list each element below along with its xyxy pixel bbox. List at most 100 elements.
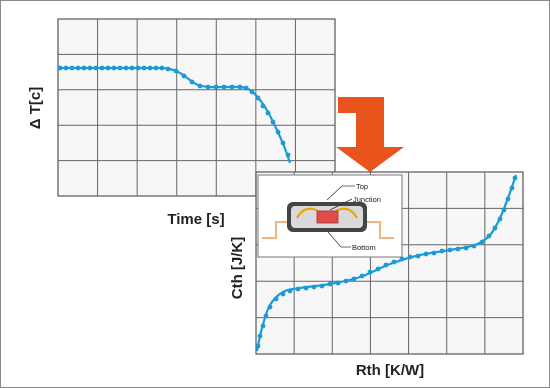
- top-data-point: [165, 66, 171, 72]
- top-data-point: [173, 68, 179, 74]
- bottom-data-point: [287, 288, 293, 294]
- bottom-data-point: [273, 296, 279, 302]
- bottom-data-point: [383, 262, 389, 268]
- top-data-point: [237, 84, 243, 90]
- bottom-data-point: [351, 276, 357, 282]
- top-data-point: [229, 84, 235, 90]
- bottom-chart-x-label: Rth [K/W]: [356, 362, 424, 379]
- bottom-data-point: [415, 253, 421, 259]
- top-data-point: [265, 110, 271, 116]
- bottom-data-point: [423, 251, 429, 257]
- bottom-data-point: [255, 343, 261, 349]
- top-data-point: [147, 65, 153, 71]
- bond-wire-right: [335, 207, 358, 219]
- pcb-trace-right: [363, 221, 394, 239]
- bottom-data-point: [263, 313, 269, 319]
- top-chart-x-label: Time [s]: [167, 211, 224, 228]
- bottom-data-point: [260, 323, 266, 329]
- top-data-point: [75, 65, 81, 71]
- chip-cross-section-inset: Top Junction Bottom: [257, 174, 403, 258]
- bottom-data-point: [509, 185, 515, 191]
- top-data-point: [213, 84, 219, 90]
- top-chart-grid: [58, 19, 335, 196]
- bottom-data-point: [319, 283, 325, 289]
- top-data-point: [280, 140, 286, 146]
- bottom-data-point: [512, 175, 518, 181]
- bottom-data-point: [267, 304, 273, 310]
- bottom-data-point: [431, 250, 437, 256]
- bottom-data-point: [327, 281, 333, 287]
- down-arrow-icon: [336, 97, 404, 172]
- junction-die: [316, 210, 339, 224]
- pcb-trace-left: [262, 221, 292, 239]
- top-data-point: [260, 103, 266, 109]
- top-data-point: [159, 65, 165, 71]
- inset-label-bottom: Bottom: [352, 243, 376, 252]
- bottom-data-point: [455, 246, 461, 252]
- top-data-point: [189, 79, 195, 85]
- top-data-point: [205, 84, 211, 90]
- inset-label-junction: Junction: [353, 195, 381, 204]
- temperature-decay-points: [57, 65, 291, 158]
- top-data-point: [221, 84, 227, 90]
- bottom-data-point: [497, 216, 503, 222]
- top-data-point: [249, 89, 255, 95]
- top-leader-line: [326, 185, 343, 201]
- top-data-point: [117, 65, 123, 71]
- bottom-data-point: [335, 280, 341, 286]
- top-data-point: [111, 65, 117, 71]
- top-data-point: [181, 73, 187, 79]
- top-data-point: [243, 85, 249, 91]
- bottom-data-point: [471, 243, 477, 249]
- top-chart: Time [s] Δ T[c]: [27, 18, 336, 228]
- bottom-data-point: [447, 247, 453, 253]
- bottom-data-point: [439, 248, 445, 254]
- bond-wire-left: [296, 207, 319, 219]
- top-data-point: [153, 65, 159, 71]
- bottom-data-point: [343, 278, 349, 284]
- top-data-point: [123, 65, 129, 71]
- bottom-data-point: [303, 285, 309, 291]
- bottom-data-point: [486, 233, 492, 239]
- bottom-data-point: [407, 254, 413, 260]
- bottom-data-point: [311, 284, 317, 290]
- bottom-data-point: [359, 273, 365, 279]
- inset-label-top: Top: [356, 182, 368, 191]
- top-data-point: [285, 152, 291, 158]
- top-data-point: [81, 65, 87, 71]
- bottom-data-point: [399, 256, 405, 262]
- bottom-data-point: [463, 245, 469, 251]
- bottom-data-point: [295, 286, 301, 292]
- structure-function-points: [255, 175, 518, 349]
- top-chart-y-label: Δ T[c]: [27, 87, 44, 129]
- bottom-leader-line: [327, 231, 342, 248]
- top-data-point: [105, 65, 111, 71]
- bottom-data-point: [505, 196, 511, 202]
- top-data-point: [99, 65, 105, 71]
- bottom-data-point: [280, 291, 286, 297]
- bottom-data-point: [375, 266, 381, 272]
- top-chart-plot-area: [57, 18, 336, 197]
- bottom-data-point: [501, 207, 507, 213]
- bottom-data-point: [492, 225, 498, 231]
- top-data-point: [255, 95, 261, 101]
- bottom-data-point: [391, 259, 397, 265]
- top-data-point: [270, 119, 276, 125]
- top-data-point: [129, 65, 135, 71]
- bottom-data-point: [257, 333, 263, 339]
- top-data-point: [135, 65, 141, 71]
- bottom-chart-y-label: Cth [J/K]: [229, 237, 246, 300]
- bottom-data-point: [479, 239, 485, 245]
- top-data-point: [141, 65, 147, 71]
- top-data-point: [93, 65, 99, 71]
- junction-leader-line: [329, 198, 353, 211]
- top-data-point: [57, 65, 63, 71]
- top-data-point: [69, 65, 75, 71]
- top-data-point: [197, 83, 203, 89]
- top-data-point: [87, 65, 93, 71]
- bottom-data-point: [367, 269, 373, 275]
- top-data-point: [63, 65, 69, 71]
- structure-function-curve: [255, 174, 518, 352]
- top-data-point: [275, 129, 281, 135]
